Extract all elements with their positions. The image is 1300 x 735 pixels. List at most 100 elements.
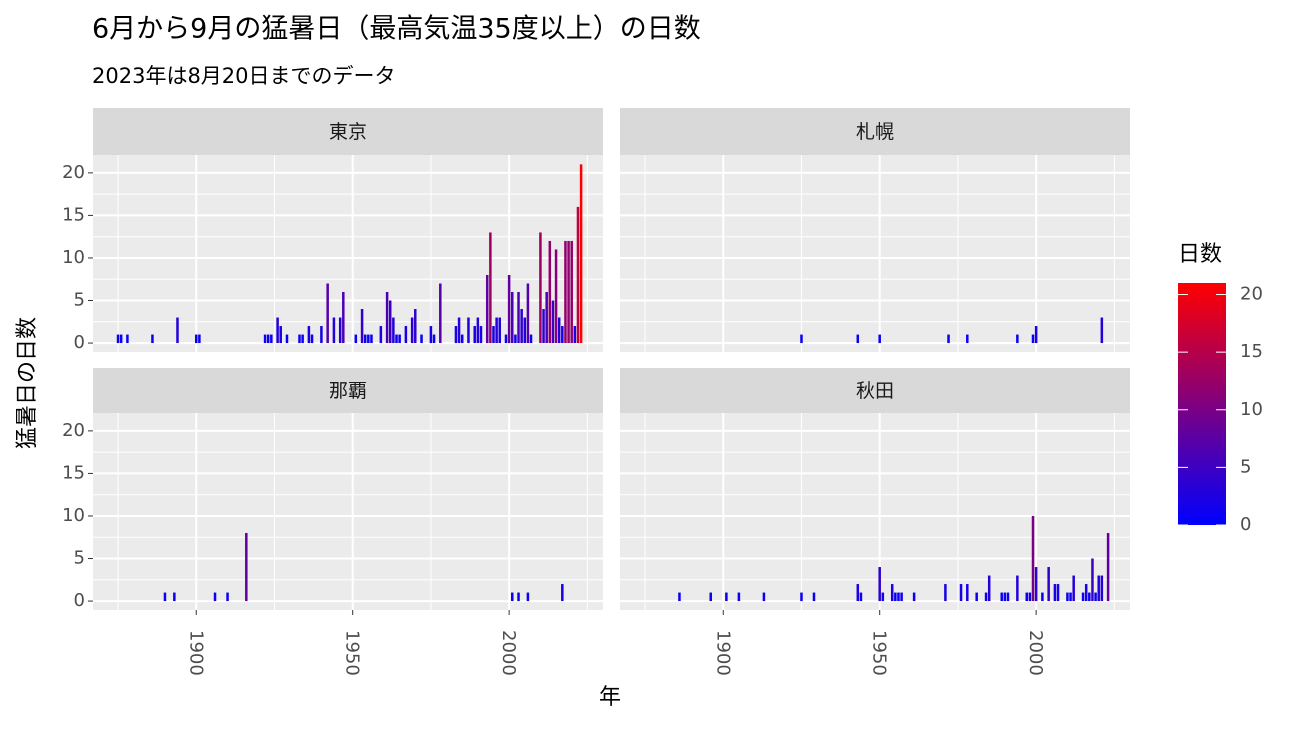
bar [561,326,564,344]
bar [489,232,492,344]
bar [1088,592,1091,602]
bar [881,592,885,602]
bar [263,334,267,344]
bar [460,334,464,344]
bar [959,584,963,602]
strip-label: 那覇 [329,380,367,402]
bar [266,334,270,344]
strip [620,108,1130,155]
legend-tick-label: 5 [1240,456,1251,477]
bar [1100,575,1104,602]
bar [1094,592,1097,602]
bar [529,334,533,344]
bar [890,584,894,602]
y-tick-label: 20 [62,162,85,183]
chart-subtitle: 2023年は8月20日までのデータ [92,64,396,88]
y-tick-label: 0 [74,590,85,611]
bar [116,334,120,344]
bar [878,567,881,602]
bar [476,317,480,344]
bar [370,334,373,344]
panel [620,155,1130,352]
bar [301,334,304,344]
bar [1066,592,1069,602]
bar [966,584,969,602]
bar [1031,334,1035,344]
bar [176,317,179,344]
bar [420,334,423,344]
bar [551,300,555,344]
y-tick-label: 0 [74,332,85,353]
bar [545,292,548,344]
bar [467,317,470,344]
bar [984,592,988,602]
bar [557,317,561,344]
bar [1084,584,1088,602]
bar [709,592,712,602]
x-tick-label: 1900 [712,630,733,676]
bar [173,592,176,602]
bar [800,592,803,602]
x-tick-label: 1950 [342,630,363,676]
bar [1016,575,1019,602]
strip-label: 札幌 [856,121,894,143]
bar [947,334,950,344]
bar [342,292,345,344]
bar [1069,592,1072,602]
bar [567,240,570,344]
bar [457,317,461,344]
bar [1100,317,1104,344]
legend-title: 日数 [1178,242,1222,267]
bar [1072,575,1075,602]
bar [338,317,342,344]
bar [514,334,517,344]
bar [812,592,816,602]
bar [517,592,520,602]
legend-tick-label: 15 [1240,341,1263,362]
bar [429,326,433,344]
bar [163,592,167,602]
bar [398,334,401,344]
bar [245,532,248,602]
bar [511,592,514,602]
bar [966,334,969,344]
bar [151,334,154,344]
bar [485,274,489,344]
bar [762,592,766,602]
x-axis-title: 年 [599,685,621,710]
bar [310,334,314,344]
bar [511,292,514,344]
bar [320,326,323,344]
panel [93,155,603,352]
legend-tick-label: 10 [1240,399,1263,420]
y-tick-label: 10 [62,505,85,526]
y-tick-label: 5 [74,290,85,311]
bar [579,164,583,344]
bar [987,575,991,602]
bar [226,592,229,602]
bar [195,334,198,344]
bar [856,584,860,602]
bar [564,240,567,344]
bar [298,334,301,344]
bar [561,584,564,602]
bar [307,326,311,344]
bar [392,317,395,344]
y-tick-label: 15 [62,204,85,225]
bar [363,334,367,344]
bar [379,326,383,344]
strip-label: 秋田 [856,380,894,402]
bar [1000,592,1003,602]
y-axis-title: 猛暑日の日数 [15,317,40,449]
bar [554,249,558,344]
bar [1034,326,1038,344]
bar [1034,567,1038,602]
bar [385,292,389,344]
y-tick-label: 15 [62,462,85,483]
bar [454,326,458,344]
bar [126,334,129,344]
bar [517,292,520,344]
y-tick-label: 20 [62,420,85,441]
bar [912,592,916,602]
